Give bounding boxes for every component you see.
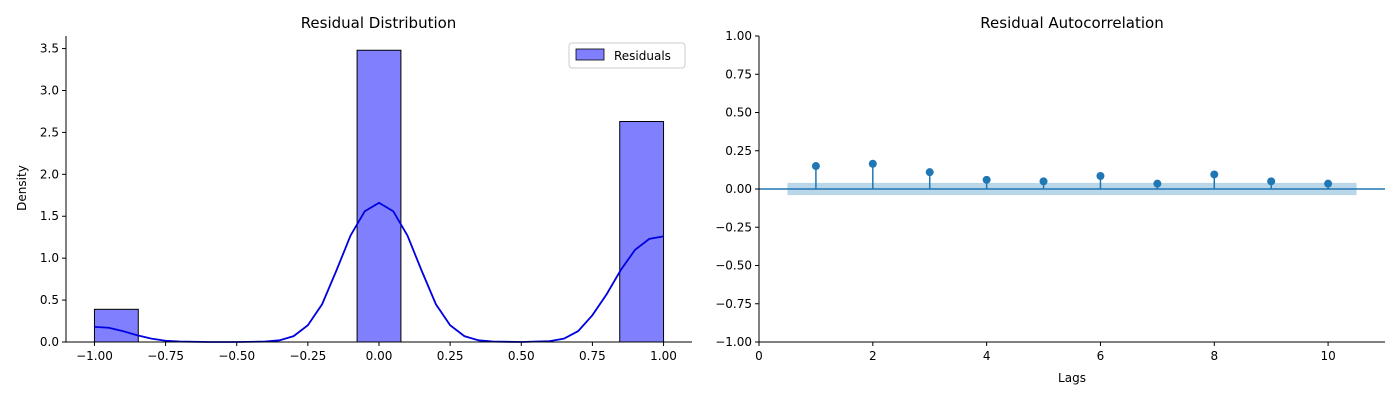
histogram-bars [93,49,665,343]
right-y-tick-label: 0.75 [725,67,752,81]
left-y-tick-label: 0.5 [40,293,59,307]
stem-marker-lag-5 [1039,177,1048,186]
left-x-tick-label: 0.50 [508,349,535,363]
right-x-tick-label: 0 [755,349,763,363]
right-y-tick-label: −1.00 [715,335,752,349]
histogram-bar-1 [356,49,402,343]
right-x-ticks: 0 2 4 6 8 10 [755,342,1336,363]
right-y-tick-label: −0.50 [715,259,752,273]
histogram-bar-0 [93,308,139,343]
left-x-tick-label: 0.00 [366,349,393,363]
legend-label-residuals: Residuals [614,49,671,63]
left-y-tick-label: 1.0 [40,251,59,265]
residual-autocorrelation-panel: Residual Autocorrelation Lags 0 2 4 6 8 10 −1… [715,14,1385,385]
left-y-tick-label: 0.0 [40,335,59,349]
right-chart-title: Residual Autocorrelation [980,14,1163,32]
left-y-tick-label: 3.5 [40,42,59,56]
right-x-tick-label: 10 [1320,349,1335,363]
right-y-tick-label: −0.75 [715,297,752,311]
left-chart-title: Residual Distribution [301,14,457,32]
stem-marker-lag-9 [1267,177,1276,186]
left-x-tick-label: 0.75 [579,349,606,363]
left-y-axis-label: Density [15,165,29,211]
left-x-tick-label: 1.00 [650,349,677,363]
stem-marker-lag-8 [1210,170,1219,179]
left-y-tick-label: 2.0 [40,167,59,181]
right-y-tick-label: −0.25 [715,220,752,234]
right-y-tick-label: 0.50 [725,106,752,120]
left-y-ticks: 0.0 0.5 1.0 1.5 2.0 2.5 3.0 3.5 [40,42,66,349]
right-x-tick-label: 2 [869,349,877,363]
stem-marker-lag-6 [1096,171,1105,180]
histogram-bar-2 [619,121,665,343]
left-x-tick-label: −0.50 [218,349,255,363]
right-x-tick-label: 8 [1210,349,1218,363]
stem-marker-lag-10 [1324,179,1333,188]
right-y-tick-label: 1.00 [725,29,752,43]
left-x-tick-label: −0.25 [289,349,326,363]
stem-marker-lag-2 [868,159,877,168]
left-y-tick-label: 1.5 [40,209,59,223]
right-y-ticks: −1.00 −0.75 −0.50 −0.25 0.00 0.25 0.50 0.75 1.00 [715,29,759,349]
left-x-ticks: −1.00 −0.75 −0.50 −0.25 0.00 0.25 0.50 0.75 1.00 [76,342,677,363]
right-y-tick-label: 0.25 [725,144,752,158]
stem-marker-lag-3 [925,168,934,177]
autocorrelation-stems [811,159,1333,189]
legend-swatch-residuals [575,48,605,61]
left-x-tick-label: −1.00 [76,349,113,363]
kde-curve [94,201,664,343]
right-x-tick-label: 4 [983,349,991,363]
stem-marker-lag-7 [1153,179,1162,188]
left-x-tick-label: −0.75 [147,349,184,363]
residual-distribution-panel: Residual Distribution Density −1.00 −0.75… [15,14,692,363]
right-y-tick-label: 0.00 [725,182,752,196]
right-x-axis-label: Lags [1058,371,1086,385]
stem-marker-lag-4 [982,175,991,184]
stem-marker-lag-1 [811,162,820,171]
right-x-tick-label: 6 [1097,349,1105,363]
legend: Residuals [568,42,686,69]
left-x-tick-label: 0.25 [437,349,464,363]
left-y-tick-label: 3.0 [40,83,59,97]
left-y-tick-label: 2.5 [40,125,59,139]
